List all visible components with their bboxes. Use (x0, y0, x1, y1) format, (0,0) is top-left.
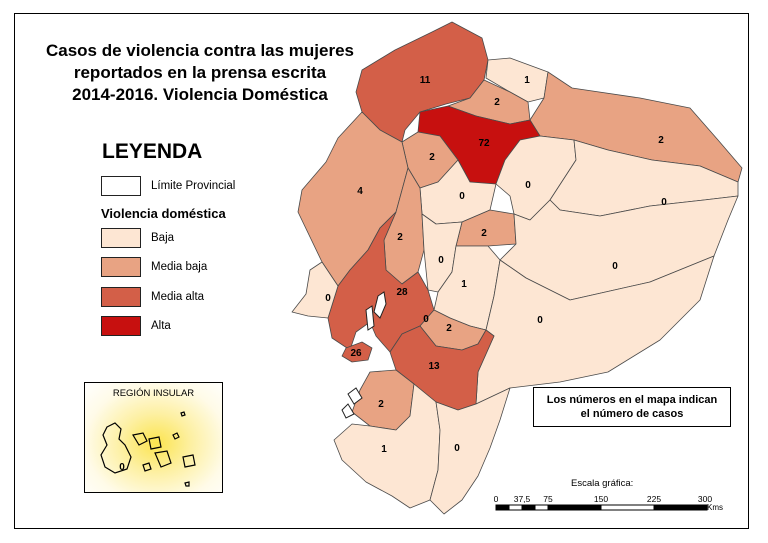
gulf-island (347, 387, 363, 405)
province-value: 1 (524, 75, 530, 86)
legend-label-media-alta: Media alta (151, 291, 205, 303)
scale-unit: Kms (707, 503, 723, 512)
legend-label-media-baja: Media baja (151, 261, 208, 273)
province-value: 2 (446, 323, 452, 334)
province-value: 0 (454, 443, 460, 454)
province-value: 2 (397, 232, 403, 243)
insular-value: 0 (119, 462, 125, 473)
gulf-island (373, 291, 387, 319)
province-value: 28 (396, 287, 408, 298)
province-labels: 11 1 2 72 2 2 4 0 0 0 2 2 0 0 0 1 28 0 0… (325, 75, 667, 455)
scale-tick: 150 (593, 494, 609, 504)
note-line-1: Los números en el mapa indican (546, 394, 718, 406)
legend-swatch-media-baja (101, 257, 141, 277)
scale-tick: 37,5 (513, 494, 531, 504)
province-value: 11 (420, 75, 431, 86)
province-value: 0 (325, 293, 331, 304)
province-value: 2 (494, 97, 500, 108)
province-value: 0 (661, 197, 667, 208)
gulf-island (365, 305, 375, 331)
province-puna-island[interactable] (341, 341, 373, 363)
map-title: Casos de violencia contra las mujeres re… (20, 40, 380, 106)
insular-region-inset: REGIÓN INSULAR 0 (84, 382, 223, 493)
province-value: 2 (378, 399, 384, 410)
province-value: 72 (478, 138, 490, 149)
province-value: 0 (459, 191, 465, 202)
legend-boundary-label: Límite Provincial (151, 180, 236, 192)
legend-subheading: Violencia doméstica (101, 206, 226, 221)
scale-bar (495, 504, 708, 511)
galapagos-islands: 0 (100, 411, 196, 487)
province-santa-elena[interactable] (291, 261, 339, 319)
province-value: 2 (658, 135, 664, 146)
insular-region-label: REGIÓN INSULAR (112, 388, 195, 399)
legend-heading: LEYENDA (102, 140, 203, 163)
province-value: 2 (481, 228, 487, 239)
gulf-island (341, 403, 355, 419)
scale-tick: 75 (543, 494, 553, 504)
legend-label-alta: Alta (151, 320, 171, 332)
province-value: 0 (423, 314, 429, 325)
legend-swatch-alta (101, 316, 141, 336)
province-value: 1 (381, 444, 387, 455)
province-zamora[interactable] (429, 387, 511, 515)
scale-tick: 300 (697, 494, 713, 504)
scale-title: Escala gráfica: (571, 478, 634, 489)
legend-swatch-baja (101, 228, 141, 248)
title-line-3: 2014-2016. Violencia Doméstica (72, 85, 328, 104)
province-value: 0 (525, 180, 531, 191)
province-value: 1 (461, 279, 467, 290)
title-line-2: reportados en la prensa escrita (73, 63, 327, 82)
legend-swatch-media-alta (101, 287, 141, 307)
title-line-1: Casos de violencia contra las mujeres (45, 41, 355, 60)
province-value: 0 (438, 255, 444, 266)
province-esmeraldas[interactable] (355, 21, 489, 143)
province-value: 0 (537, 315, 543, 326)
province-value: 13 (428, 361, 440, 372)
scale-tick: 0 (493, 494, 499, 504)
province-value: 4 (357, 186, 363, 197)
legend-boundary-swatch (101, 176, 141, 196)
province-value: 0 (612, 261, 618, 272)
province-value: 26 (350, 348, 362, 359)
map-note: Los números en el mapa indican el número… (533, 387, 731, 427)
legend-label-baja: Baja (151, 232, 175, 244)
province-carchi[interactable] (485, 57, 549, 103)
province-value: 2 (429, 152, 435, 163)
note-line-2: el número de casos (580, 408, 684, 420)
scale-tick: 225 (646, 494, 662, 504)
